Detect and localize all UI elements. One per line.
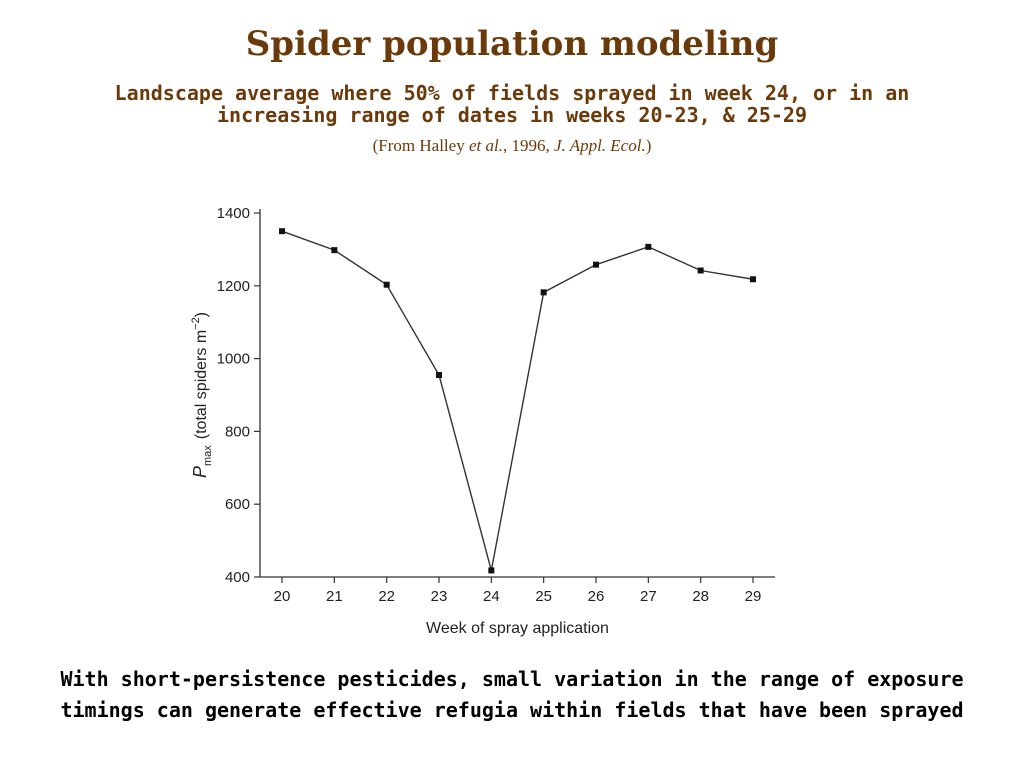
y-tick-label: 1200 — [217, 278, 250, 295]
x-tick-label: 26 — [588, 588, 605, 605]
y-axis-label-sup: −2 — [190, 317, 202, 330]
data-point — [279, 228, 285, 235]
data-point — [331, 247, 338, 254]
y-tick-label: 400 — [225, 569, 250, 586]
data-point — [750, 276, 756, 283]
slide-subtitle: Landscape average where 50% of fields sp… — [114, 81, 910, 127]
x-tick-label: 21 — [326, 588, 343, 605]
x-axis-label: Week of spray application — [426, 620, 609, 637]
data-point — [383, 281, 390, 288]
citation-suffix: ) — [645, 136, 652, 155]
citation-prefix: (From Halley — [372, 136, 469, 155]
data-point — [697, 267, 704, 274]
y-axis-label-end: ) — [193, 312, 210, 317]
x-tick-label: 28 — [692, 588, 709, 605]
y-axis-ticks: 400 600 800 1000 1200 1400 — [217, 205, 260, 586]
citation-et-al: et al. — [468, 136, 503, 155]
y-tick-label: 1400 — [217, 205, 250, 222]
y-axis-label-rest: (total spiders m — [193, 330, 210, 439]
data-point — [488, 567, 495, 574]
citation-journal: J. Appl. Ecol. — [553, 136, 646, 155]
x-tick-label: 27 — [640, 588, 657, 605]
y-tick-label: 600 — [225, 496, 250, 513]
slide-title: Spider population modeling — [245, 24, 779, 64]
plot-area — [279, 228, 756, 574]
data-point — [593, 261, 599, 268]
x-tick-label: 22 — [378, 588, 395, 605]
data-point — [540, 289, 547, 296]
x-tick-label: 20 — [274, 588, 291, 605]
citation-middle: , 1996, — [502, 136, 554, 155]
y-axis-label-sub: max — [202, 445, 214, 466]
series-line — [281, 230, 754, 571]
citation: (From Halley et al., 1996, J. Appl. Ecol… — [0, 136, 1024, 156]
data-point — [436, 371, 442, 378]
y-tick-label: 800 — [225, 423, 250, 440]
x-tick-label: 24 — [483, 588, 500, 605]
x-tick-label: 23 — [431, 588, 448, 605]
x-axis-ticks: 20 21 22 23 24 25 26 27 28 29 — [274, 577, 762, 605]
x-tick-label: 29 — [745, 588, 762, 605]
chart-axes — [259, 209, 775, 578]
data-point — [645, 243, 652, 250]
x-tick-label: 25 — [535, 588, 552, 605]
y-axis-label: Pmax (total spiders m−2) — [190, 312, 214, 478]
y-axis-label-var: P — [190, 466, 210, 478]
y-tick-label: 1000 — [217, 351, 250, 368]
spider-population-chart: 400 600 800 1000 1200 1400 20 21 22 23 24 25 26 27 28… — [190, 205, 775, 637]
slide-caption: With short-persistence pesticides, small… — [60, 667, 964, 722]
